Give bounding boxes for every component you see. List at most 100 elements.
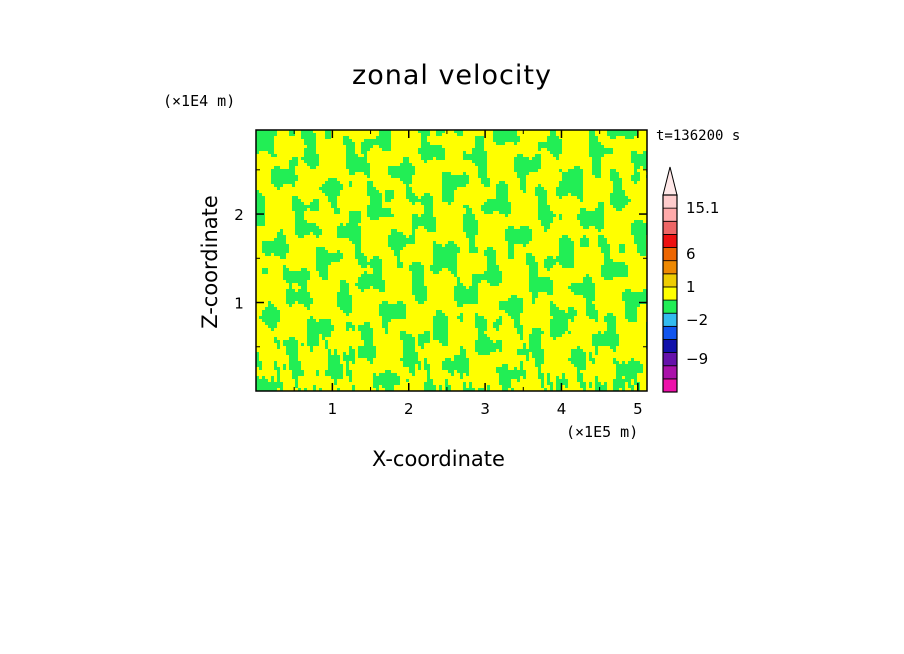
- field-cell: [547, 148, 562, 151]
- field-cell: [559, 262, 574, 265]
- plot-frame: [255, 129, 648, 392]
- field-cell: [463, 382, 466, 385]
- field-cell: [586, 313, 598, 316]
- field-cell: [514, 142, 517, 145]
- field-cell: [559, 238, 571, 241]
- field-cell: [499, 304, 523, 307]
- field-cell: [550, 307, 559, 310]
- field-cell: [496, 370, 526, 373]
- field-cell: [256, 388, 277, 391]
- field-cell: [568, 307, 574, 310]
- field-cell: [433, 337, 448, 340]
- field-cell: [310, 208, 319, 211]
- field-cell: [475, 313, 478, 316]
- field-cell: [388, 166, 415, 169]
- field-cell: [367, 181, 373, 184]
- field-cell: [262, 271, 268, 274]
- field-cell: [625, 313, 637, 316]
- field-cell: [412, 229, 415, 232]
- field-cell: [601, 250, 610, 253]
- field-cell: [487, 268, 499, 271]
- field-cell: [487, 247, 493, 250]
- field-cell: [412, 289, 427, 292]
- field-cell: [259, 367, 262, 370]
- field-cell: [379, 304, 406, 307]
- field-cell: [313, 199, 319, 202]
- colorbar-segment: [662, 378, 678, 393]
- field-cell: [403, 355, 418, 358]
- field-cell: [268, 304, 274, 307]
- field-cell: [631, 226, 647, 229]
- field-cell: [460, 346, 463, 349]
- field-cell: [415, 295, 427, 298]
- field-cell: [256, 376, 259, 379]
- field-cell: [520, 184, 526, 187]
- field-cell: [550, 313, 577, 316]
- field-cell: [373, 256, 379, 259]
- field-cell: [433, 328, 448, 331]
- field-cell: [406, 193, 415, 196]
- field-cell: [349, 352, 355, 355]
- field-cell: [631, 229, 647, 232]
- field-cell: [478, 337, 490, 340]
- field-cell: [361, 337, 373, 340]
- field-cell: [538, 199, 547, 202]
- field-cell: [559, 250, 574, 253]
- field-cell: [634, 172, 640, 175]
- field-cell: [337, 301, 352, 304]
- field-cell: [328, 199, 337, 202]
- field-cell: [643, 166, 647, 169]
- field-cell: [508, 241, 529, 244]
- field-cell: [292, 370, 304, 373]
- field-cell: [412, 223, 436, 226]
- field-cell: [391, 247, 403, 250]
- field-cell: [385, 190, 394, 193]
- field-cell: [262, 241, 286, 244]
- field-cell: [277, 235, 286, 238]
- field-cell: [592, 169, 601, 172]
- field-cell: [400, 334, 412, 337]
- field-cell: [289, 160, 298, 163]
- field-cell: [304, 151, 316, 154]
- field-cell: [529, 274, 538, 277]
- field-cell: [520, 364, 523, 367]
- field-cell: [631, 151, 637, 154]
- field-cell: [595, 388, 607, 391]
- field-cell: [433, 316, 448, 319]
- field-cell: [337, 292, 349, 295]
- field-cell: [571, 355, 586, 358]
- field-cell: [547, 139, 562, 142]
- field-cell: [508, 250, 514, 253]
- field-cell: [475, 346, 502, 349]
- field-cell: [466, 232, 478, 235]
- field-cell: [319, 274, 328, 277]
- colorbar-segment: [662, 325, 678, 340]
- field-cell: [607, 328, 616, 331]
- field-cell: [346, 328, 349, 331]
- x-axis-multiplier: (×1E5 m): [566, 423, 639, 441]
- field-cell: [379, 289, 385, 292]
- field-cell: [637, 244, 646, 247]
- field-cell: [475, 145, 484, 148]
- field-cell: [328, 358, 340, 361]
- field-cell: [628, 361, 640, 364]
- field-cell: [421, 157, 433, 160]
- field-cell: [373, 271, 382, 274]
- field-cell: [562, 172, 583, 175]
- field-cell: [580, 382, 586, 385]
- x-tick-label: 5: [633, 400, 643, 418]
- field-cell: [592, 361, 595, 364]
- field-cell: [595, 379, 598, 382]
- field-cell: [418, 340, 430, 343]
- field-cell: [289, 283, 292, 286]
- field-cell: [547, 373, 550, 376]
- field-cell: [487, 259, 496, 262]
- field-cell: [586, 307, 595, 310]
- field-cell: [520, 178, 526, 181]
- field-cell: [604, 262, 625, 265]
- field-cell: [442, 196, 454, 199]
- field-cell: [370, 202, 382, 205]
- field-cell: [613, 379, 631, 382]
- field-cell: [403, 160, 409, 163]
